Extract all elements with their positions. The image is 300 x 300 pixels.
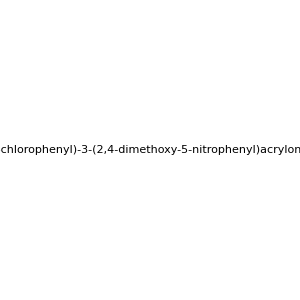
- Text: 2-(4-chlorophenyl)-3-(2,4-dimethoxy-5-nitrophenyl)acrylonitrile: 2-(4-chlorophenyl)-3-(2,4-dimethoxy-5-ni…: [0, 145, 300, 155]
